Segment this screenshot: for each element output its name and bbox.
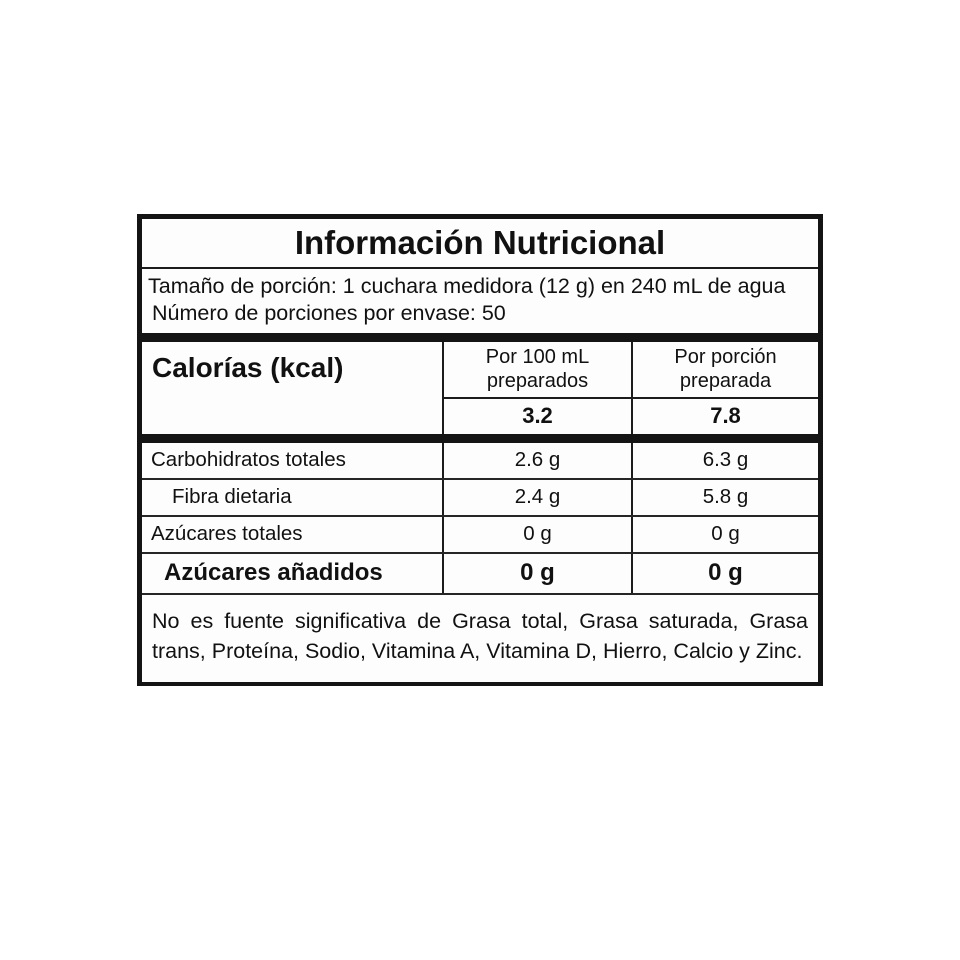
calories-value-per-portion: 7.8: [631, 398, 818, 434]
serving-size-text: Tamaño de porción: 1 cuchara medidora (1…: [148, 274, 786, 298]
nutrient-name: Azúcares totales: [151, 521, 303, 545]
nutrient-value-per-100ml: 2.4 g: [442, 479, 631, 515]
table-row-azucares-anadidos: Azúcares añadidos 0 g 0 g: [142, 553, 818, 595]
calories-label: Calorías (kcal): [152, 352, 344, 384]
nutrient-name: Carbohidratos totales: [151, 447, 346, 471]
nutrient-value-per-portion: 0 g: [631, 553, 818, 593]
nutrient-value-per-portion: 6.3 g: [631, 442, 818, 478]
calories-value-per-100ml: 3.2: [442, 398, 631, 434]
column-header-per-portion: Por porción preparada: [631, 342, 818, 399]
serving-info: Tamaño de porción: 1 cuchara medidora (1…: [142, 269, 818, 343]
servings-per-container-text: Número de porciones por envase: 50: [152, 300, 506, 325]
nutrient-value-per-100ml: 0 g: [442, 516, 631, 552]
column-header-per-100ml: Por 100 mL preparados: [442, 342, 631, 399]
nutrient-name: Fibra dietaria: [172, 484, 292, 508]
table-row-carbohidratos-totales: Carbohidratos totales 2.6 g 6.3 g: [142, 442, 818, 480]
table-row-fibra-dietaria: Fibra dietaria 2.4 g 5.8 g: [142, 479, 818, 517]
insignificant-nutrients-note: No es fuente significativa de Grasa tota…: [152, 608, 808, 664]
table-row-azucares-totales: Azúcares totales 0 g 0 g: [142, 516, 818, 554]
nutrient-value-per-100ml: 2.6 g: [442, 442, 631, 478]
nutrient-value-per-portion: 5.8 g: [631, 479, 818, 515]
nutrition-facts-panel: Información Nutricional Tamaño de porció…: [137, 214, 823, 686]
panel-title: Información Nutricional: [142, 219, 818, 269]
calories-section: Calorías (kcal) Por 100 mL preparados Po…: [142, 342, 818, 443]
nutrient-name: Azúcares añadidos: [164, 558, 383, 586]
nutrient-value-per-portion: 0 g: [631, 516, 818, 552]
nutrient-value-per-100ml: 0 g: [442, 553, 631, 593]
